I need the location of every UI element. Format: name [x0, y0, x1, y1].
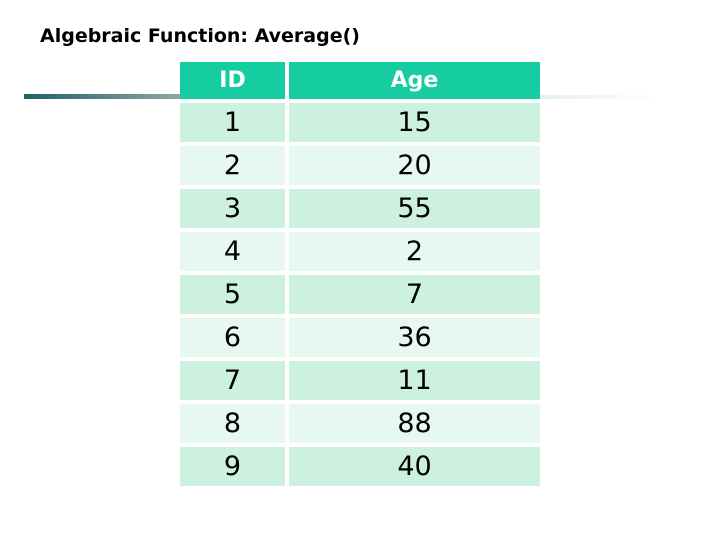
page-title: Algebraic Function: Average() [40, 25, 360, 47]
decorative-rule-right [540, 95, 658, 99]
table-row: 8 88 [180, 404, 540, 443]
table-row: 6 36 [180, 318, 540, 357]
cell-age: 7 [289, 275, 540, 314]
decorative-rule-left [24, 94, 180, 99]
table-row: 7 11 [180, 361, 540, 400]
column-header-id: ID [180, 62, 285, 99]
data-table: ID Age 1 15 2 20 3 55 4 2 5 7 6 36 7 11 8 88 9 40 [176, 58, 544, 490]
cell-age: 11 [289, 361, 540, 400]
cell-id: 3 [180, 189, 285, 228]
table-row: 9 40 [180, 447, 540, 486]
cell-id: 1 [180, 103, 285, 142]
table-header-row: ID Age [180, 62, 540, 99]
cell-age: 15 [289, 103, 540, 142]
table-row: 3 55 [180, 189, 540, 228]
cell-id: 5 [180, 275, 285, 314]
cell-age: 20 [289, 146, 540, 185]
table-header: ID Age [180, 62, 540, 99]
cell-id: 7 [180, 361, 285, 400]
cell-age: 88 [289, 404, 540, 443]
table-row: 2 20 [180, 146, 540, 185]
table-row: 1 15 [180, 103, 540, 142]
cell-age: 55 [289, 189, 540, 228]
cell-age: 36 [289, 318, 540, 357]
cell-id: 8 [180, 404, 285, 443]
table-body: 1 15 2 20 3 55 4 2 5 7 6 36 7 11 8 88 9 40 [180, 103, 540, 486]
cell-id: 2 [180, 146, 285, 185]
column-header-age: Age [289, 62, 540, 99]
cell-id: 9 [180, 447, 285, 486]
cell-id: 4 [180, 232, 285, 271]
cell-age: 40 [289, 447, 540, 486]
cell-age: 2 [289, 232, 540, 271]
cell-id: 6 [180, 318, 285, 357]
